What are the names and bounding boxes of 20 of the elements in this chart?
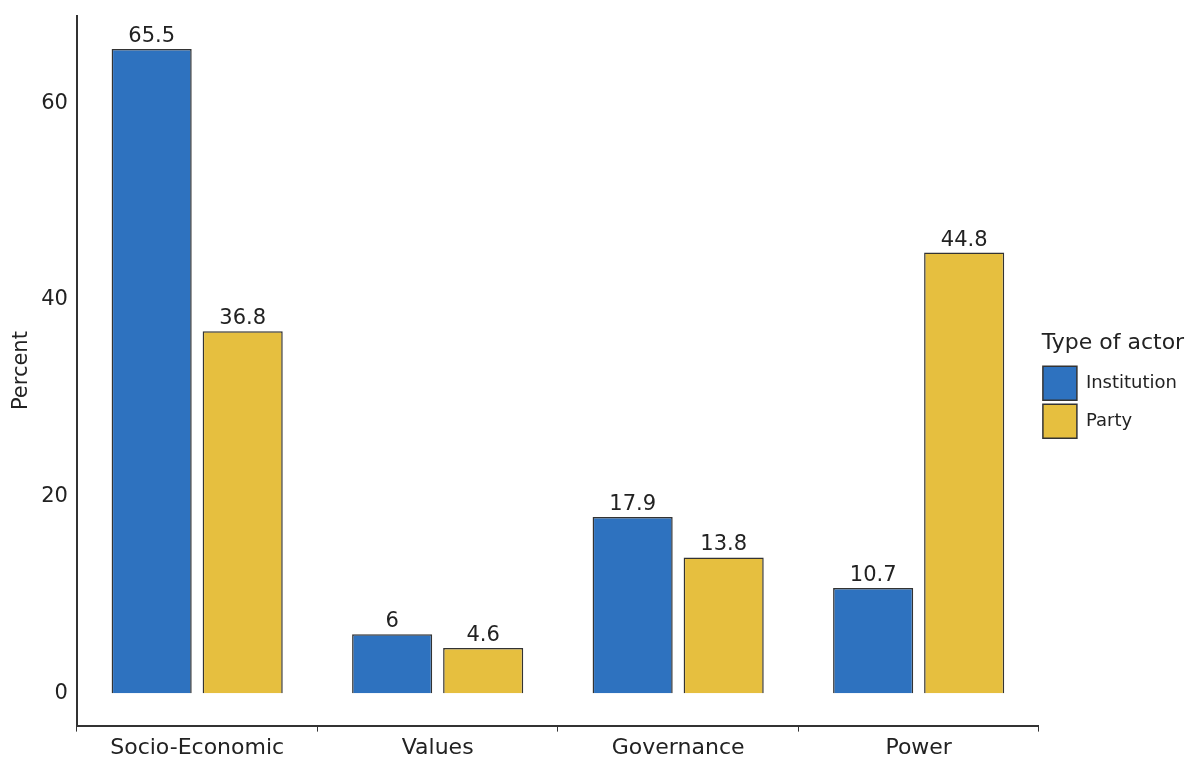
y-tick-label: 20: [41, 482, 68, 507]
data-label: 36.8: [219, 305, 267, 330]
legend-label: Party: [1085, 408, 1133, 430]
data-label: 10.7: [849, 561, 897, 586]
x-tick-label: Governance: [611, 733, 745, 759]
data-label: 65.5: [128, 22, 176, 47]
data-label: 17.9: [609, 491, 657, 516]
legend-label: Institution: [1085, 370, 1178, 392]
y-tick-label: 0: [54, 679, 68, 704]
legend-title: Type of actor: [1040, 328, 1186, 354]
x-tick-label: Power: [885, 733, 953, 759]
data-label: 4.6: [466, 621, 500, 646]
x-tick-label: Values: [401, 733, 474, 759]
data-label: 6: [385, 608, 399, 633]
data-label: 13.8: [700, 531, 748, 556]
y-axis-title: Percent: [8, 331, 33, 411]
y-tick-label: 40: [41, 286, 68, 311]
y-tick-label: 60: [41, 89, 68, 114]
x-tick-label: Socio-Economic: [110, 733, 285, 759]
data-label: 44.8: [940, 226, 988, 251]
